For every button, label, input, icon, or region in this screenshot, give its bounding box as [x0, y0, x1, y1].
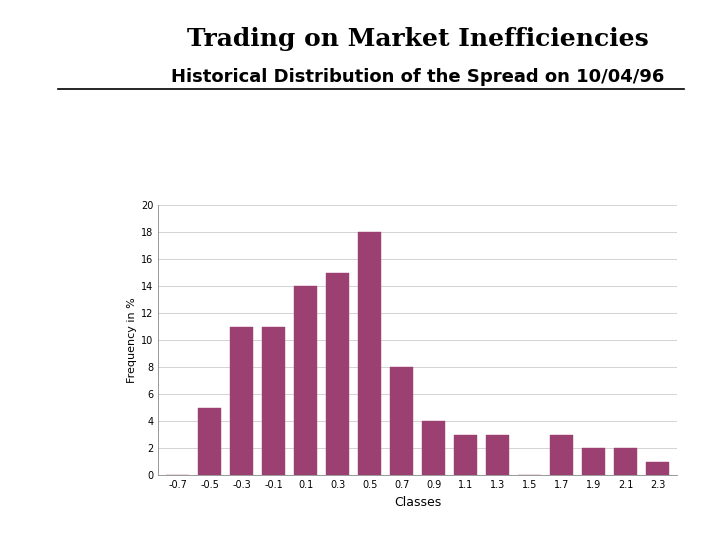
Bar — [614, 448, 636, 475]
Bar — [262, 327, 285, 475]
Bar — [390, 367, 413, 475]
Bar — [647, 462, 669, 475]
Bar — [454, 435, 477, 475]
Text: Historical Distribution of the Spread on 10/04/96: Historical Distribution of the Spread on… — [171, 68, 665, 85]
Bar — [359, 232, 381, 475]
Bar — [326, 273, 348, 475]
Bar — [294, 286, 317, 475]
X-axis label: Classes: Classes — [394, 496, 441, 509]
Bar — [230, 327, 253, 475]
Text: Trading on Market Inefficiencies: Trading on Market Inefficiencies — [186, 27, 649, 51]
Bar — [582, 448, 605, 475]
Bar — [487, 435, 509, 475]
Bar — [199, 408, 221, 475]
Bar — [423, 421, 445, 475]
Bar — [550, 435, 573, 475]
Y-axis label: Frequency in %: Frequency in % — [127, 298, 137, 383]
